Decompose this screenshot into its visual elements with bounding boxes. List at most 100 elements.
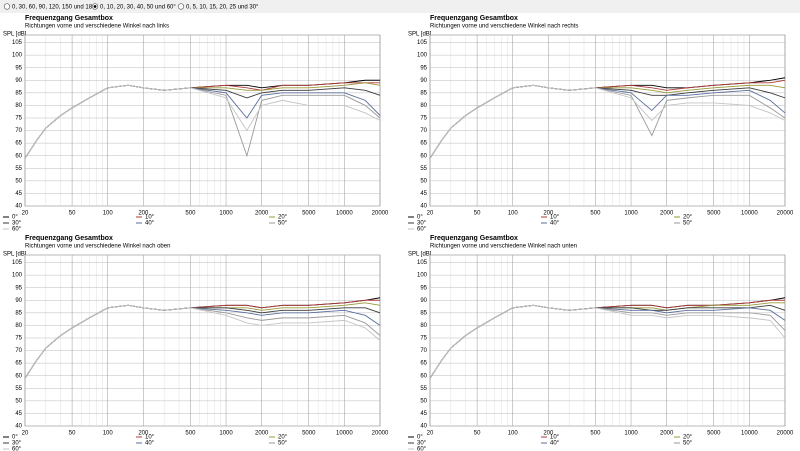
y-tick-label: 90 [15,78,22,84]
radio-button[interactable] [3,3,11,10]
x-tick-label: 500 [590,211,601,217]
x-tick-label: 5000 [707,211,721,217]
y-axis-label: SPL [dB] [3,32,27,38]
legend-label: 60° [417,227,427,233]
x-tick-label: 2000 [255,211,269,217]
radio-option[interactable]: 0, 30, 60, 90, 120, 150 und 180° [3,3,98,11]
legend-label: 20° [683,215,693,221]
x-tick-label: 10000 [741,211,758,217]
radio-option[interactable]: 0, 5, 10, 15, 20, 25 und 30° [177,3,259,11]
x-tick-label: 200 [138,211,149,217]
x-tick-label: 2000 [660,211,674,217]
x-tick-label: 20000 [372,431,389,437]
chart-panel: Frequenzgang Gesamtbox Richtungen vorne u… [408,235,794,451]
x-tick-label: 20000 [777,211,794,217]
y-tick-label: 50 [420,178,427,184]
y-tick-label: 85 [15,310,22,316]
y-tick-label: 95 [15,285,22,291]
chart-panel: Frequenzgang Gesamtbox Richtungen vorne u… [408,15,794,233]
top-bar [0,0,800,13]
plot-area [429,34,786,207]
legend-label: 0° [12,215,18,221]
y-tick-label: 80 [420,103,427,109]
y-tick-label: 40 [15,204,22,210]
y-tick-label: 85 [420,310,427,316]
series-line [429,84,786,159]
radio-button[interactable] [177,3,185,10]
legend-label: 60° [12,227,22,233]
x-tick-label: 500 [185,431,196,437]
legend-label: 30° [417,221,427,227]
chart-subtitle: Richtungen vorne und verschiedene Winkel… [25,24,169,30]
y-tick-label: 40 [15,424,22,430]
x-tick-label: 2000 [660,431,674,437]
x-tick-label: 1000 [219,431,233,437]
x-tick-label: 1000 [624,431,638,437]
series-line [24,304,381,379]
plot-area [24,34,381,207]
x-tick-label: 10000 [336,211,353,217]
y-tick-label: 70 [420,128,427,134]
y-tick-label: 80 [15,103,22,109]
legend-label: 30° [12,441,22,447]
x-tick-label: 5000 [302,211,316,217]
y-tick-label: 105 [12,40,23,46]
y-tick-label: 45 [420,411,427,417]
x-tick-label: 10000 [741,431,758,437]
radio-label[interactable]: 0, 5, 10, 15, 20, 25 und 30° [186,5,259,11]
x-tick-label: 200 [543,211,554,217]
y-tick-label: 100 [417,53,428,59]
x-tick-label: 50 [69,431,76,437]
legend-label: 40° [550,441,560,447]
y-tick-label: 70 [420,348,427,354]
y-tick-label: 70 [15,128,22,134]
legend-label: 50° [683,221,693,227]
y-axis-label: SPL [dB] [3,252,27,258]
x-tick-label: 20000 [372,211,389,217]
y-tick-label: 45 [420,191,427,197]
x-tick-label: 5000 [302,431,316,437]
chart-panel: Frequenzgang Gesamtbox Richtungen vorne u… [3,235,389,451]
y-tick-label: 100 [12,53,23,59]
y-tick-label: 90 [15,298,22,304]
y-tick-label: 100 [12,273,23,279]
legend-label: 40° [145,221,155,227]
y-tick-label: 90 [420,298,427,304]
chart-title: Frequenzgang Gesamtbox [430,235,518,242]
y-tick-label: 80 [15,323,22,329]
legend-label: 50° [683,441,693,447]
radio-label[interactable]: 0, 10, 20, 30, 40, 50 und 60° [100,5,176,11]
chart-title: Frequenzgang Gesamtbox [25,15,113,22]
x-tick-label: 200 [543,431,554,437]
y-tick-label: 45 [15,411,22,417]
chart-subtitle: Richtungen vorne und verschiedene Winkel… [430,24,578,30]
legend-label: 40° [145,441,155,447]
y-tick-label: 60 [420,153,427,159]
y-axis-label: SPL [dB] [408,252,432,258]
legend-label: 0° [417,435,423,441]
radio-option[interactable]: 0, 10, 20, 30, 40, 50 und 60° [91,3,176,11]
y-tick-label: 50 [15,178,22,184]
y-tick-label: 60 [15,153,22,159]
y-tick-label: 45 [15,191,22,197]
y-tick-label: 95 [420,65,427,71]
y-tick-label: 105 [12,260,23,266]
radio-label[interactable]: 0, 30, 60, 90, 120, 150 und 180° [12,5,98,11]
y-tick-label: 50 [420,398,427,404]
y-tick-label: 75 [420,336,427,342]
chart-title: Frequenzgang Gesamtbox [430,15,518,22]
y-tick-label: 80 [420,323,427,329]
legend-label: 30° [12,221,22,227]
x-tick-label: 5000 [707,431,721,437]
y-tick-label: 65 [15,141,22,147]
y-tick-label: 55 [420,386,427,392]
y-tick-label: 65 [15,361,22,367]
x-tick-label: 20 [22,211,29,217]
legend-label: 0° [417,215,423,221]
legend-label: 40° [550,221,560,227]
radio-dot [93,5,97,8]
legend-label: 20° [278,435,288,441]
y-tick-label: 40 [420,424,427,430]
x-tick-label: 50 [474,211,481,217]
